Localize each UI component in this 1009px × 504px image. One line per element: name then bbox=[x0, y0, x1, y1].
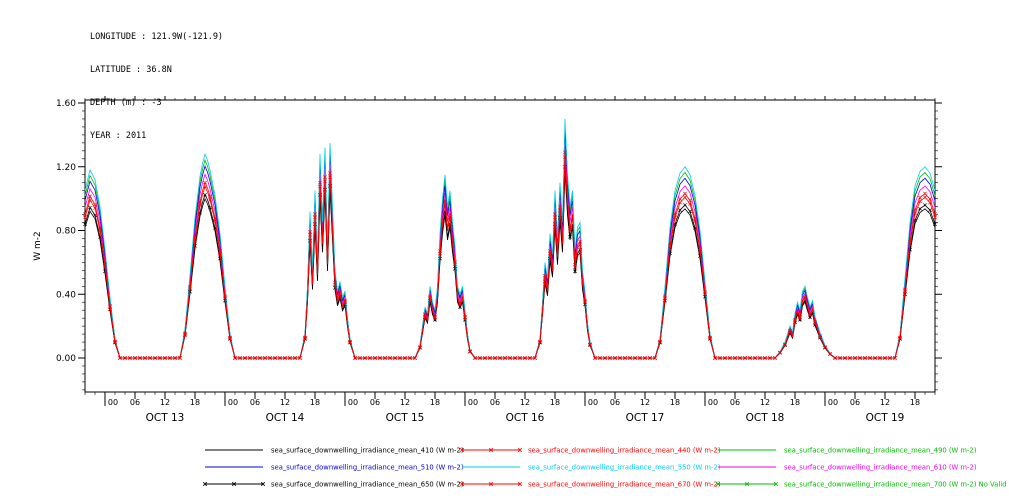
legend-x-marker-icon bbox=[231, 481, 237, 487]
y-tick-label: 1.20 bbox=[56, 163, 76, 173]
legend-item-650: sea_surface_downwelling_irradiance_mean_… bbox=[202, 481, 464, 489]
x-day-label: OCT 17 bbox=[626, 412, 665, 424]
x-tick-label: 00 bbox=[108, 398, 118, 407]
y-tick-label: 0.40 bbox=[56, 290, 76, 300]
x-day-label: OCT 16 bbox=[506, 412, 545, 424]
series-line-550 bbox=[84, 118, 936, 359]
legend-item-510: sea_surface_downwelling_irradiance_mean_… bbox=[205, 464, 464, 472]
x-tick-label: 12 bbox=[640, 398, 650, 407]
legend-label: sea_surface_downwelling_irradiance_mean_… bbox=[528, 447, 721, 455]
legend-label: sea_surface_downwelling_irradiance_mean_… bbox=[784, 481, 1009, 489]
x-tick-label: 06 bbox=[490, 398, 500, 407]
header-depth: DEPTH (m) : -3 bbox=[90, 98, 162, 108]
x-tick-label: 00 bbox=[588, 398, 598, 407]
plot-header: LONGITUDE : 121.9W(-121.9) LATITUDE : 36… bbox=[90, 10, 223, 164]
x-tick-label: 06 bbox=[370, 398, 380, 407]
x-tick-label: 18 bbox=[910, 398, 920, 407]
y-axis-label: W m-2 bbox=[33, 231, 43, 261]
header-year: YEAR : 2011 bbox=[90, 131, 147, 141]
legend-x-marker-icon bbox=[744, 481, 750, 487]
legend-item-700: sea_surface_downwelling_irradiance_mean_… bbox=[715, 481, 1009, 489]
x-tick-label: 12 bbox=[880, 398, 890, 407]
x-tick-label: 12 bbox=[400, 398, 410, 407]
header-longitude: LONGITUDE : 121.9W(-121.9) bbox=[90, 32, 224, 42]
legend-item-440: sea_surface_downwelling_irradiance_mean_… bbox=[459, 447, 721, 455]
legend-x-marker-icon bbox=[517, 481, 523, 487]
legend-item-410: sea_surface_downwelling_irradiance_mean_… bbox=[205, 447, 464, 455]
legend-label: sea_surface_downwelling_irradiance_mean_… bbox=[271, 464, 464, 472]
x-tick-label: 12 bbox=[160, 398, 170, 407]
x-tick-label: 12 bbox=[520, 398, 530, 407]
y-tick-label: 0.00 bbox=[56, 354, 76, 364]
series-line-490 bbox=[84, 126, 936, 359]
legend-x-marker-icon bbox=[459, 447, 465, 453]
series-markers-670 bbox=[83, 155, 937, 360]
legend-x-marker-icon bbox=[773, 481, 779, 487]
x-tick-label: 18 bbox=[790, 398, 800, 407]
legend-label: sea_surface_downwelling_irradiance_mean_… bbox=[528, 481, 721, 489]
x-tick-label: 18 bbox=[430, 398, 440, 407]
x-tick-label: 18 bbox=[670, 398, 680, 407]
x-tick-label: 18 bbox=[550, 398, 560, 407]
x-day-label: OCT 19 bbox=[866, 412, 905, 424]
x-day-label: OCT 15 bbox=[386, 412, 425, 424]
x-tick-label: 00 bbox=[708, 398, 718, 407]
x-tick-label: 00 bbox=[468, 398, 478, 407]
x-day-label: OCT 18 bbox=[746, 412, 785, 424]
legend-label: sea_surface_downwelling_irradiance_mean_… bbox=[271, 481, 464, 489]
x-tick-label: 06 bbox=[130, 398, 140, 407]
y-tick-label: 1.60 bbox=[56, 99, 76, 109]
x-tick-label: 00 bbox=[828, 398, 838, 407]
x-day-label: OCT 13 bbox=[146, 412, 185, 424]
x-tick-label: 18 bbox=[190, 398, 200, 407]
legend-x-marker-icon bbox=[488, 481, 494, 487]
legend-x-marker-icon bbox=[517, 447, 523, 453]
legend-x-marker-icon bbox=[715, 481, 721, 487]
legend-label: sea_surface_downwelling_irradiance_mean_… bbox=[784, 447, 977, 455]
y-tick-label: 0.80 bbox=[56, 227, 76, 237]
x-tick-label: 12 bbox=[760, 398, 770, 407]
series-line-610 bbox=[84, 142, 936, 359]
x-axis: 00 06 12 18 00 06 12 18 00 06 12 18 00 06 12 18 00 06 12 18… bbox=[84, 96, 936, 424]
legend-item-550: sea_surface_downwelling_irradiance_mean_… bbox=[462, 464, 721, 472]
x-tick-label: 00 bbox=[228, 398, 238, 407]
series-line-510 bbox=[84, 133, 936, 359]
legend-item-670: sea_surface_downwelling_irradiance_mean_… bbox=[459, 481, 721, 489]
plot-frame bbox=[84, 99, 936, 393]
legend-x-marker-icon bbox=[488, 447, 494, 453]
legend-item-490: sea_surface_downwelling_irradiance_mean_… bbox=[718, 447, 977, 455]
header-latitude: LATITUDE : 36.8N bbox=[90, 65, 172, 75]
x-tick-label: 06 bbox=[730, 398, 740, 407]
legend-x-marker-icon bbox=[459, 481, 465, 487]
legend-label: sea_surface_downwelling_irradiance_mean_… bbox=[784, 464, 977, 472]
x-tick-label: 06 bbox=[610, 398, 620, 407]
x-day-label: OCT 14 bbox=[266, 412, 305, 424]
x-tick-label: 00 bbox=[348, 398, 358, 407]
x-tick-label: 18 bbox=[310, 398, 320, 407]
legend-x-marker-icon bbox=[202, 481, 208, 487]
series-line-650 bbox=[84, 166, 936, 359]
legend-item-610: sea_surface_downwelling_irradiance_mean_… bbox=[718, 464, 977, 472]
y-axis: 0.00 0.40 0.80 1.20 1.60 bbox=[56, 99, 942, 391]
legend-label: sea_surface_downwelling_irradiance_mean_… bbox=[528, 464, 721, 472]
legend-x-marker-icon bbox=[260, 481, 266, 487]
x-tick-label: 12 bbox=[280, 398, 290, 407]
x-tick-label: 06 bbox=[850, 398, 860, 407]
legend: sea_surface_downwelling_irradiance_mean_… bbox=[202, 447, 1009, 489]
legend-label: sea_surface_downwelling_irradiance_mean_… bbox=[271, 447, 464, 455]
series-lines bbox=[83, 118, 937, 360]
x-tick-label: 06 bbox=[250, 398, 260, 407]
